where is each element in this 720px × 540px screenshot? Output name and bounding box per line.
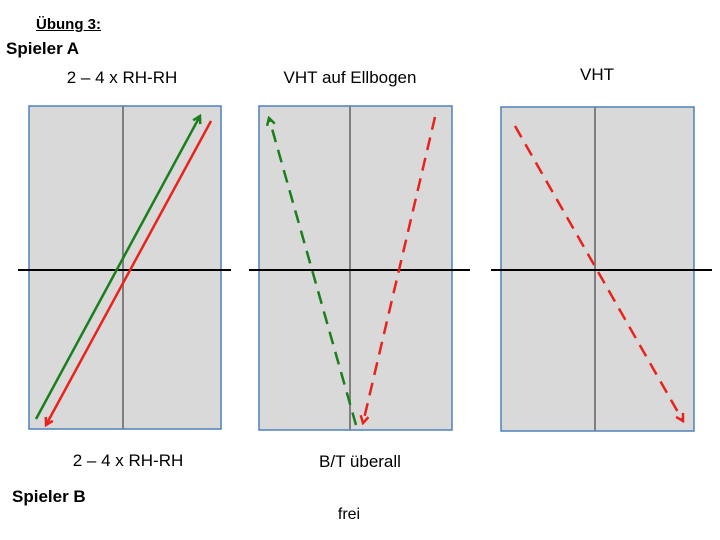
diagram-3-bottom-caption: frei (337, 506, 361, 523)
table-1 (18, 105, 231, 430)
diagram-1-bottom-caption: 2 – 4 x RH-RH (72, 451, 184, 470)
table-2-surface (258, 105, 453, 431)
table-2 (249, 105, 470, 431)
player-b-label: Spieler B (12, 487, 86, 506)
diagram-2-top-caption: VHT auf Ellbogen (283, 68, 417, 87)
table-1-red-stroke (46, 120, 213, 425)
exercise-title: Übung 3: (36, 16, 101, 33)
table-1-green-stroke (34, 116, 200, 420)
player-a-label: Spieler A (6, 39, 80, 58)
diagram-1-top-caption: 2 – 4 x RH-RH (66, 68, 178, 87)
diagram-2-bottom-caption: B/T überall (319, 452, 401, 471)
table-3 (491, 106, 712, 432)
table-2-red-stroke (363, 116, 437, 423)
table-3-red-stroke (513, 125, 683, 421)
diagram-3-top-caption: VHT (580, 65, 614, 84)
table-2-green-stroke (269, 118, 358, 426)
